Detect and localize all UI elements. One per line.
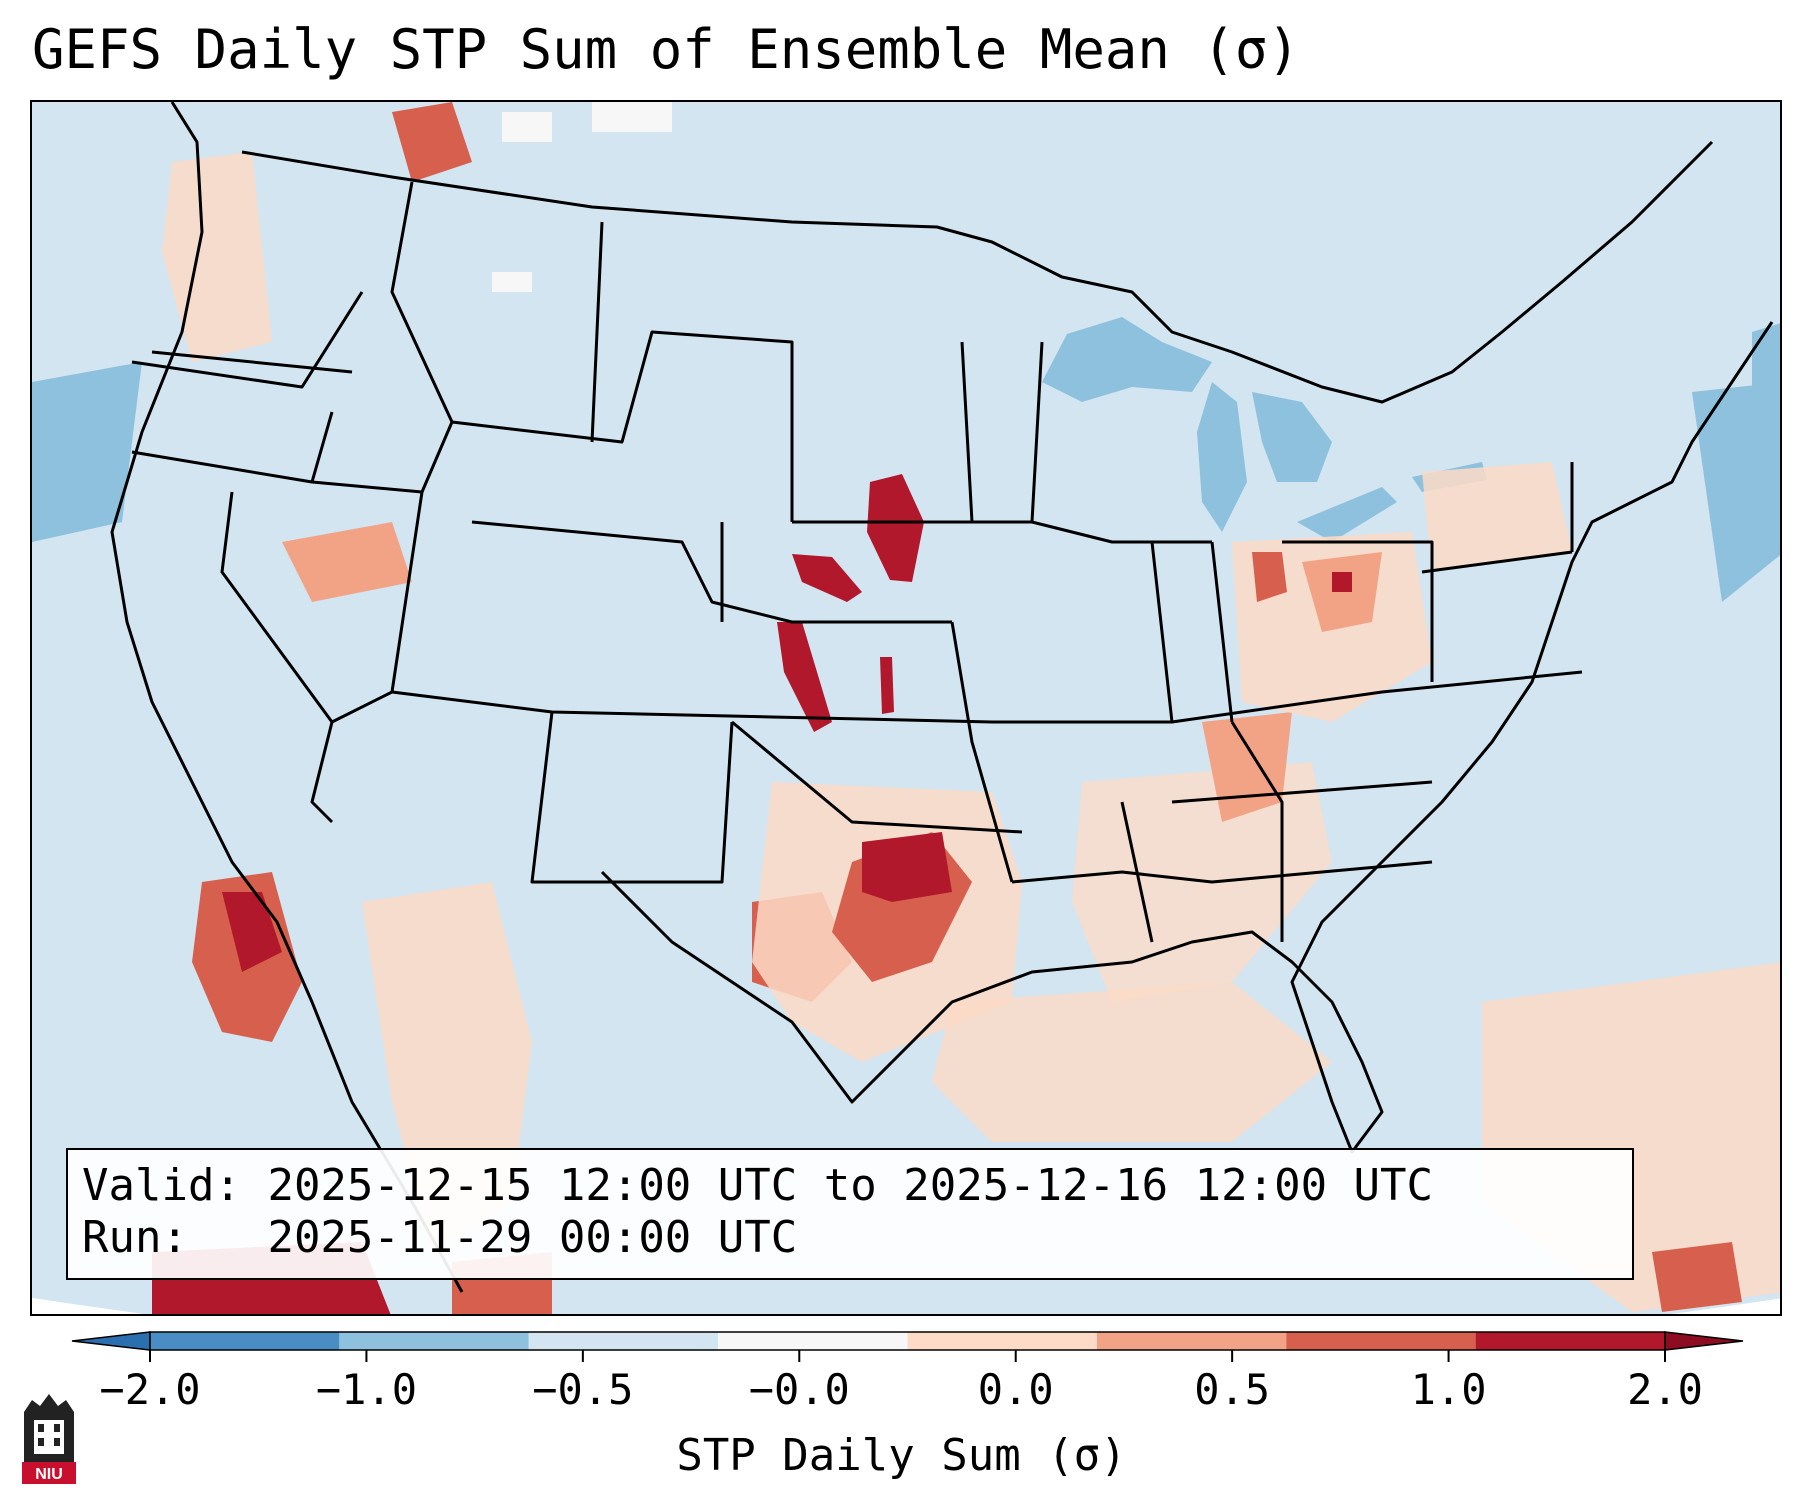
colorbar-segment <box>528 1332 719 1350</box>
run-label: Run: <box>82 1212 188 1263</box>
colorbar-segment <box>150 1332 340 1350</box>
valid-label: Valid: <box>82 1160 241 1211</box>
colorbar-segment <box>907 1332 1097 1350</box>
state-border <box>731 720 1023 834</box>
anomaly-cell <box>777 622 832 732</box>
state-border <box>1210 541 1234 723</box>
niu-logo: NIU <box>22 1394 76 1484</box>
state-border <box>530 711 734 884</box>
colorbar-frame <box>149 1331 1666 1351</box>
colorbar-segment <box>339 1332 529 1350</box>
colorbar-label: STP Daily Sum (σ) <box>676 1430 1127 1481</box>
run-value: 2025-11-29 00:00 UTC <box>267 1212 798 1263</box>
colorbar-segment <box>718 1332 908 1350</box>
colorbar-tick-label: −0.5 <box>532 1365 634 1414</box>
anomaly-cell <box>792 554 862 602</box>
west-coastline <box>110 102 464 1293</box>
state-border <box>960 341 974 523</box>
anomaly-cell <box>932 982 1332 1142</box>
valid-run-info-box: Valid: 2025-12-15 12:00 UTC to 2025-12-1… <box>66 1148 1634 1280</box>
anomaly-cell <box>867 474 924 582</box>
lake-superior <box>1042 317 1212 402</box>
anomaly-cell <box>880 657 894 714</box>
colorbar-tick-label: 0.5 <box>1194 1365 1271 1414</box>
state-border <box>950 621 1014 883</box>
state-border <box>151 350 353 374</box>
state-border <box>1282 540 1434 682</box>
boundaries <box>110 102 1774 1293</box>
colorbar-segment <box>1286 1332 1476 1350</box>
anomaly-field <box>32 102 1780 1314</box>
anomaly-cell <box>1332 572 1352 592</box>
chart-title: GEFS Daily STP Sum of Ensemble Mean (σ) <box>32 18 1300 81</box>
colorbar-tick-label: −1.0 <box>315 1365 417 1414</box>
colorbar <box>71 1331 1744 1362</box>
anomaly-cell <box>492 272 532 292</box>
valid-value: 2025-12-15 12:00 UTC to 2025-12-16 12:00… <box>267 1160 1434 1211</box>
lake-erie <box>1297 487 1397 542</box>
state-border <box>1120 801 1154 943</box>
colorbar-tick-label: 0.0 <box>977 1365 1054 1414</box>
colorbar-segment <box>1096 1332 1287 1350</box>
anomaly-cell <box>862 832 952 902</box>
state-border <box>471 520 952 624</box>
great-lakes <box>1042 317 1487 542</box>
anomaly-cell <box>1252 552 1287 602</box>
state-border <box>390 181 454 423</box>
colorbar-tick-label: 1.0 <box>1410 1365 1487 1414</box>
anomaly-cell <box>592 102 672 132</box>
anomaly-cell <box>162 152 272 362</box>
anomaly-cell <box>282 522 412 602</box>
anomaly-cell <box>1692 382 1780 602</box>
lake-michigan <box>1197 382 1247 532</box>
anomaly-cell <box>222 892 282 972</box>
canada-border <box>241 140 1714 404</box>
lake-huron <box>1252 392 1332 482</box>
colorbar-over-arrow <box>1664 1331 1744 1351</box>
state-border <box>992 670 1583 724</box>
anomaly-cell <box>502 112 552 142</box>
colorbar-tick-label: −0.0 <box>748 1365 850 1414</box>
state-border <box>1230 721 1284 942</box>
state-border <box>1030 341 1044 523</box>
state-border <box>1421 550 1573 574</box>
state-border <box>391 690 993 724</box>
state-border <box>1150 540 1212 723</box>
state-border <box>1011 860 1433 884</box>
colorbar-segment <box>1475 1332 1665 1350</box>
niu-logo-text: NIU <box>35 1466 63 1483</box>
anomaly-cell <box>1422 462 1572 572</box>
map-canvas <box>32 102 1780 1314</box>
state-border <box>131 291 364 389</box>
anomaly-cell <box>32 362 142 542</box>
state-border <box>1171 780 1433 804</box>
colorbar-under-arrow <box>71 1331 151 1351</box>
anomaly-cell <box>1752 323 1780 402</box>
colorbar-tick-label: 2.0 <box>1627 1365 1703 1414</box>
state-border <box>590 221 604 443</box>
map-panel <box>30 100 1782 1316</box>
anomaly-cell <box>392 102 472 182</box>
gulf-coastline <box>600 321 1774 1154</box>
anomaly-cell <box>1652 1242 1742 1312</box>
colorbar-tick-label: −2.0 <box>99 1365 201 1414</box>
